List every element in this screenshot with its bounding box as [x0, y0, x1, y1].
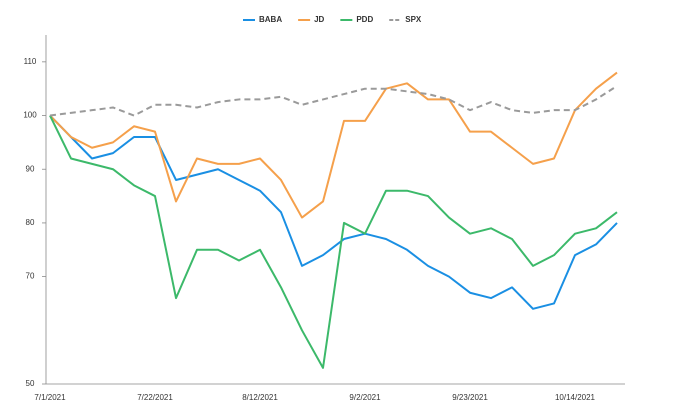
series-line: [49, 114, 618, 310]
x-tick-label: 10/14/2021: [555, 393, 596, 402]
series-line: [49, 85, 618, 117]
y-tick-label: 100: [23, 111, 37, 120]
legend-label: SPX: [405, 15, 422, 24]
y-tick-label: 70: [26, 272, 35, 281]
x-tick-label: 8/12/2021: [242, 393, 278, 402]
x-tick-label: 7/1/2021: [34, 393, 66, 402]
series-line: [49, 115, 618, 369]
y-tick-label: 110: [24, 57, 37, 66]
x-tick-label: 9/23/2021: [452, 393, 488, 402]
y-tick-label: 50: [26, 379, 35, 388]
legend-label: JD: [314, 15, 324, 24]
y-tick-label: 90: [26, 164, 35, 173]
y-tick-label: 80: [26, 218, 35, 227]
series-line: [49, 71, 618, 219]
legend-label: BABA: [259, 15, 282, 24]
x-tick-label: 9/2/2021: [349, 393, 381, 402]
x-tick-label: 7/22/2021: [137, 393, 173, 402]
legend-label: PDD: [356, 15, 373, 24]
